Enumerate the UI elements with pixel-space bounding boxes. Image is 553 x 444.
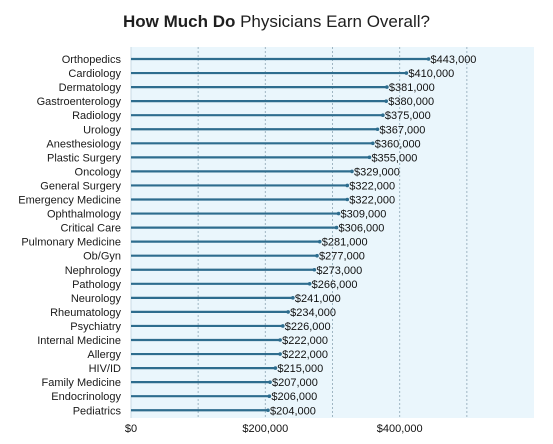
value-label: $204,000 [270, 405, 316, 417]
bar-end-marker [371, 141, 375, 146]
category-label: Radiology [72, 110, 121, 122]
bar-end-marker [345, 197, 350, 202]
value-label: $322,000 [349, 195, 395, 207]
category-label: Dermatology [59, 82, 122, 94]
x-axis-ticks: $0 $200,000 $400,000 [125, 423, 423, 435]
bar-end-marker [317, 239, 322, 244]
value-label: $380,000 [388, 96, 434, 108]
category-label: Pediatrics [73, 405, 122, 417]
value-label: $309,000 [341, 209, 387, 221]
bar-end-marker [268, 380, 272, 384]
category-label: Endocrinology [51, 391, 121, 403]
value-label: $375,000 [385, 110, 431, 122]
value-label: $215,000 [277, 363, 323, 375]
value-label: $222,000 [282, 349, 328, 361]
bar-end-marker [426, 57, 431, 61]
x-tick-label: $0 [125, 423, 137, 435]
bar-end-marker [345, 183, 350, 188]
value-label: $443,000 [431, 54, 477, 66]
value-label: $273,000 [316, 265, 362, 277]
category-label: Ophthalmology [47, 209, 121, 221]
category-label: Family Medicine [42, 377, 121, 389]
bar-end-marker [375, 127, 380, 132]
value-labels: $443,000 $410,000 $381,000 $380,000 $375,000… [270, 54, 476, 417]
value-label: $410,000 [408, 68, 454, 80]
value-label: $207,000 [272, 377, 318, 389]
bar-end-marker [266, 408, 270, 413]
x-tick-label: $400,000 [377, 423, 423, 435]
category-label: Cardiology [68, 68, 121, 80]
value-label: $381,000 [389, 82, 435, 94]
value-label: $266,000 [312, 279, 358, 291]
category-label: Emergency Medicine [18, 195, 121, 207]
bar-end-marker [336, 211, 341, 216]
category-label: Nephrology [65, 265, 122, 277]
bar-end-marker [291, 296, 295, 300]
value-label: $222,000 [282, 335, 328, 347]
category-label: Pulmonary Medicine [21, 237, 121, 249]
bar-end-marker [404, 71, 409, 75]
bar-end-marker [307, 282, 312, 286]
category-label: Oncology [75, 166, 122, 178]
category-label: Orthopedics [62, 54, 122, 66]
category-label: Pathology [72, 279, 121, 291]
value-label: $367,000 [380, 124, 426, 136]
bar-end-marker [334, 225, 339, 230]
category-label: Plastic Surgery [47, 152, 121, 164]
value-label: $360,000 [375, 138, 421, 150]
value-label: $322,000 [349, 180, 395, 192]
value-label: $355,000 [371, 152, 417, 164]
category-label: HIV/ID [89, 363, 121, 375]
category-label: General Surgery [40, 180, 121, 192]
value-label: $281,000 [322, 237, 368, 249]
category-label: Urology [83, 124, 121, 136]
category-label: Critical Care [60, 223, 121, 235]
value-label: $206,000 [271, 391, 317, 403]
value-label: $241,000 [295, 293, 341, 305]
x-tick-label: $200,000 [242, 423, 288, 435]
bar-end-marker [278, 352, 282, 356]
bar-end-marker [350, 169, 354, 174]
value-label: $329,000 [354, 166, 400, 178]
bar-end-marker [367, 155, 372, 160]
chart-title: How Much Do Physicians Earn Overall? [0, 12, 553, 32]
bar-end-marker [385, 85, 389, 89]
chart-title-rest: Physicians Earn Overall? [235, 12, 431, 31]
category-label: Gastroenterology [37, 96, 122, 108]
gridlines [130, 47, 468, 418]
bar-end-marker [273, 366, 278, 370]
value-label: $277,000 [319, 251, 365, 263]
bar-end-marker [315, 253, 319, 258]
value-label: $306,000 [339, 223, 385, 235]
bars [131, 57, 431, 413]
bar-end-marker [384, 99, 389, 103]
category-label: Rheumatology [50, 307, 121, 319]
bar-end-marker [280, 324, 285, 328]
chart-title-bold: How Much Do [122, 12, 236, 31]
bar-end-marker [267, 394, 272, 399]
value-label: $226,000 [285, 321, 331, 333]
category-label: Neurology [71, 293, 122, 305]
category-label: Psychiatry [70, 321, 121, 333]
category-label: Internal Medicine [37, 335, 121, 347]
value-label: $234,000 [290, 307, 336, 319]
bar-end-marker [286, 310, 290, 314]
bar-end-marker [312, 267, 317, 272]
bar-end-marker [381, 113, 385, 117]
category-label: Anesthesiology [46, 138, 121, 150]
category-label: Ob/Gyn [83, 251, 121, 263]
category-labels: Orthopedics Cardiology Dermatology Gastroen… [18, 54, 121, 417]
category-label: Allergy [87, 349, 121, 361]
bar-end-marker [278, 338, 282, 342]
